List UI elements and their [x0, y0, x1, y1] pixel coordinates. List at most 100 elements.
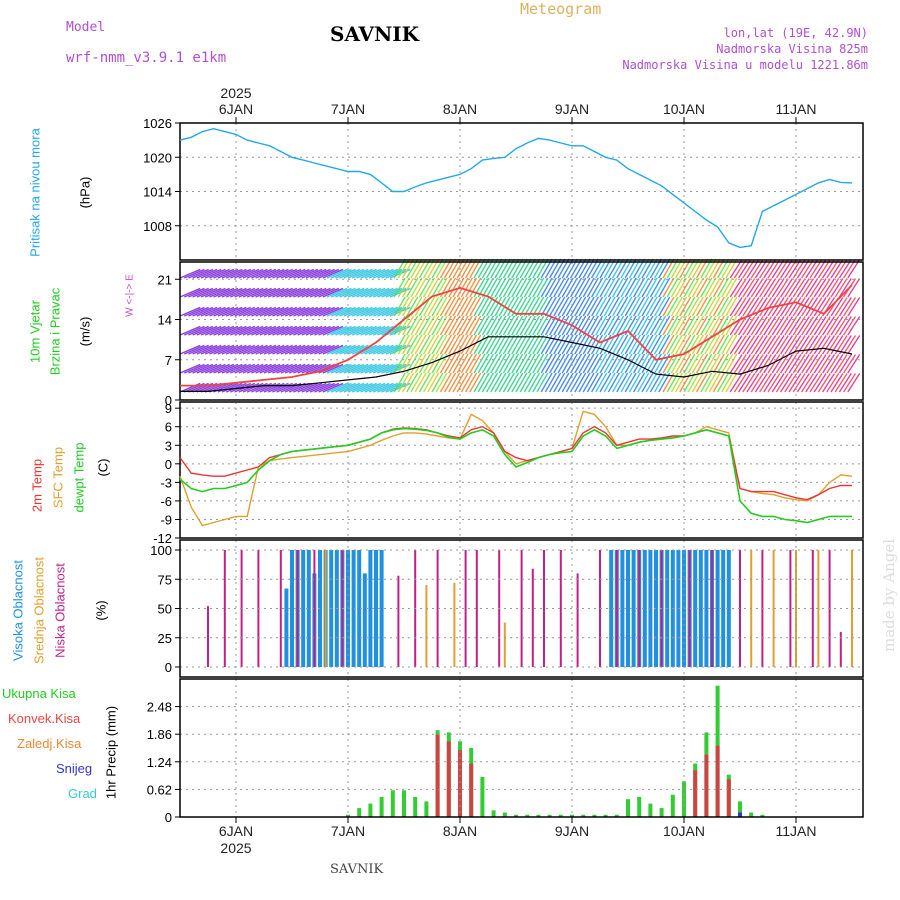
wind-barb: [498, 315, 511, 336]
wind-barb: [200, 325, 222, 336]
wind-barb: [695, 334, 709, 355]
wind-barb: [318, 306, 340, 317]
wind-barb: [481, 315, 494, 336]
wind-barb: [809, 297, 823, 317]
wind-barb: [712, 334, 725, 355]
wind-barb: [674, 296, 688, 317]
precip-bar: [704, 754, 709, 817]
wind-barb: [792, 297, 806, 317]
wind-barb: [314, 306, 335, 317]
wind-barb: [712, 372, 725, 393]
wind-barb: [729, 297, 743, 317]
wind-barb: [179, 363, 201, 374]
wind-barb: [246, 382, 268, 393]
wind-barb: [242, 268, 264, 279]
wind-barb: [293, 268, 314, 279]
wind-barb: [427, 372, 440, 393]
wind-barb: [230, 287, 251, 298]
wind-barb: [679, 296, 692, 317]
wind-barb: [477, 334, 490, 355]
wind-barb: [230, 325, 251, 336]
wind-barb: [293, 306, 314, 317]
wind-barb: [318, 382, 340, 393]
wind-barb: [481, 334, 494, 355]
wind-barb: [217, 306, 239, 317]
y-tick-label: 0: [165, 660, 172, 675]
y-tick-label: -6: [160, 494, 172, 509]
wind-barb: [372, 268, 394, 279]
wind-barb: [826, 335, 840, 355]
wind-barb: [590, 353, 604, 374]
wind-barb: [704, 353, 717, 374]
x-tick-label-top: 10JAN: [663, 101, 705, 117]
wind-barb: [431, 353, 444, 374]
wind-barb: [519, 334, 532, 355]
wind-barb: [246, 344, 268, 355]
wind-barb: [364, 287, 386, 298]
wind-barb: [813, 278, 827, 298]
wind-barb: [192, 344, 214, 355]
wind-barb: [506, 372, 520, 393]
wind-barb: [246, 325, 268, 336]
wind-barb: [712, 296, 725, 317]
wind-barb: [527, 315, 541, 336]
wind-barb: [574, 277, 587, 298]
wind-barb: [251, 325, 272, 336]
wind-barb: [322, 287, 344, 298]
wind-barb: [393, 296, 406, 317]
wind-barb: [519, 353, 532, 374]
cloud-bar: [638, 550, 641, 667]
wind-barb: [624, 372, 637, 393]
wind-barb: [192, 306, 214, 317]
wind-barb: [586, 334, 599, 355]
y-tick-label: 1014: [143, 185, 172, 200]
wind-barb: [796, 316, 810, 336]
wind-barb: [716, 296, 730, 317]
wind-barb: [822, 278, 836, 298]
wind-barb: [259, 287, 281, 298]
wind-barb: [679, 353, 692, 374]
wind-barb: [188, 287, 209, 298]
cloud-bar: [615, 550, 618, 667]
wind-barb: [582, 353, 595, 374]
wind-barb: [691, 296, 704, 317]
wind-barb: [326, 287, 348, 298]
pressure-line: [179, 127, 853, 249]
wind-barb: [242, 382, 264, 393]
wind-barb: [641, 372, 654, 393]
wind-barb: [826, 316, 840, 336]
wind-barb: [364, 344, 386, 355]
wind-barb: [481, 277, 494, 298]
wind-barb: [431, 372, 444, 393]
wind-barb: [738, 354, 752, 374]
wind-barb: [204, 344, 226, 355]
wind-barb: [301, 268, 323, 279]
wind-barb: [448, 334, 461, 355]
panel-frame: [179, 122, 864, 261]
wind-barb: [322, 268, 344, 279]
wind-barb: [595, 334, 608, 355]
wind-barb: [276, 344, 298, 355]
wind-barb: [368, 268, 390, 279]
wind-barb: [632, 353, 646, 374]
wind-barb: [188, 344, 209, 355]
wind-barb: [377, 363, 398, 374]
wind-barb: [708, 277, 721, 298]
wind-barb: [511, 315, 524, 336]
cloud-bar: [397, 575, 400, 667]
precip-bar: [738, 812, 742, 817]
wind-barb: [704, 334, 717, 355]
wind-barb: [221, 306, 243, 317]
wind-barb: [343, 325, 365, 336]
wind-barb: [464, 296, 478, 317]
wind-barb: [721, 277, 734, 298]
wind-barb: [662, 334, 675, 355]
wind-barb: [460, 296, 473, 317]
wind-barb: [738, 316, 752, 336]
precip-bar: [648, 803, 653, 817]
wind-barb: [784, 354, 798, 374]
wind-barb: [427, 353, 440, 374]
wind-barb: [775, 354, 789, 374]
wind-barb: [683, 353, 696, 374]
wind-barb: [469, 277, 482, 298]
